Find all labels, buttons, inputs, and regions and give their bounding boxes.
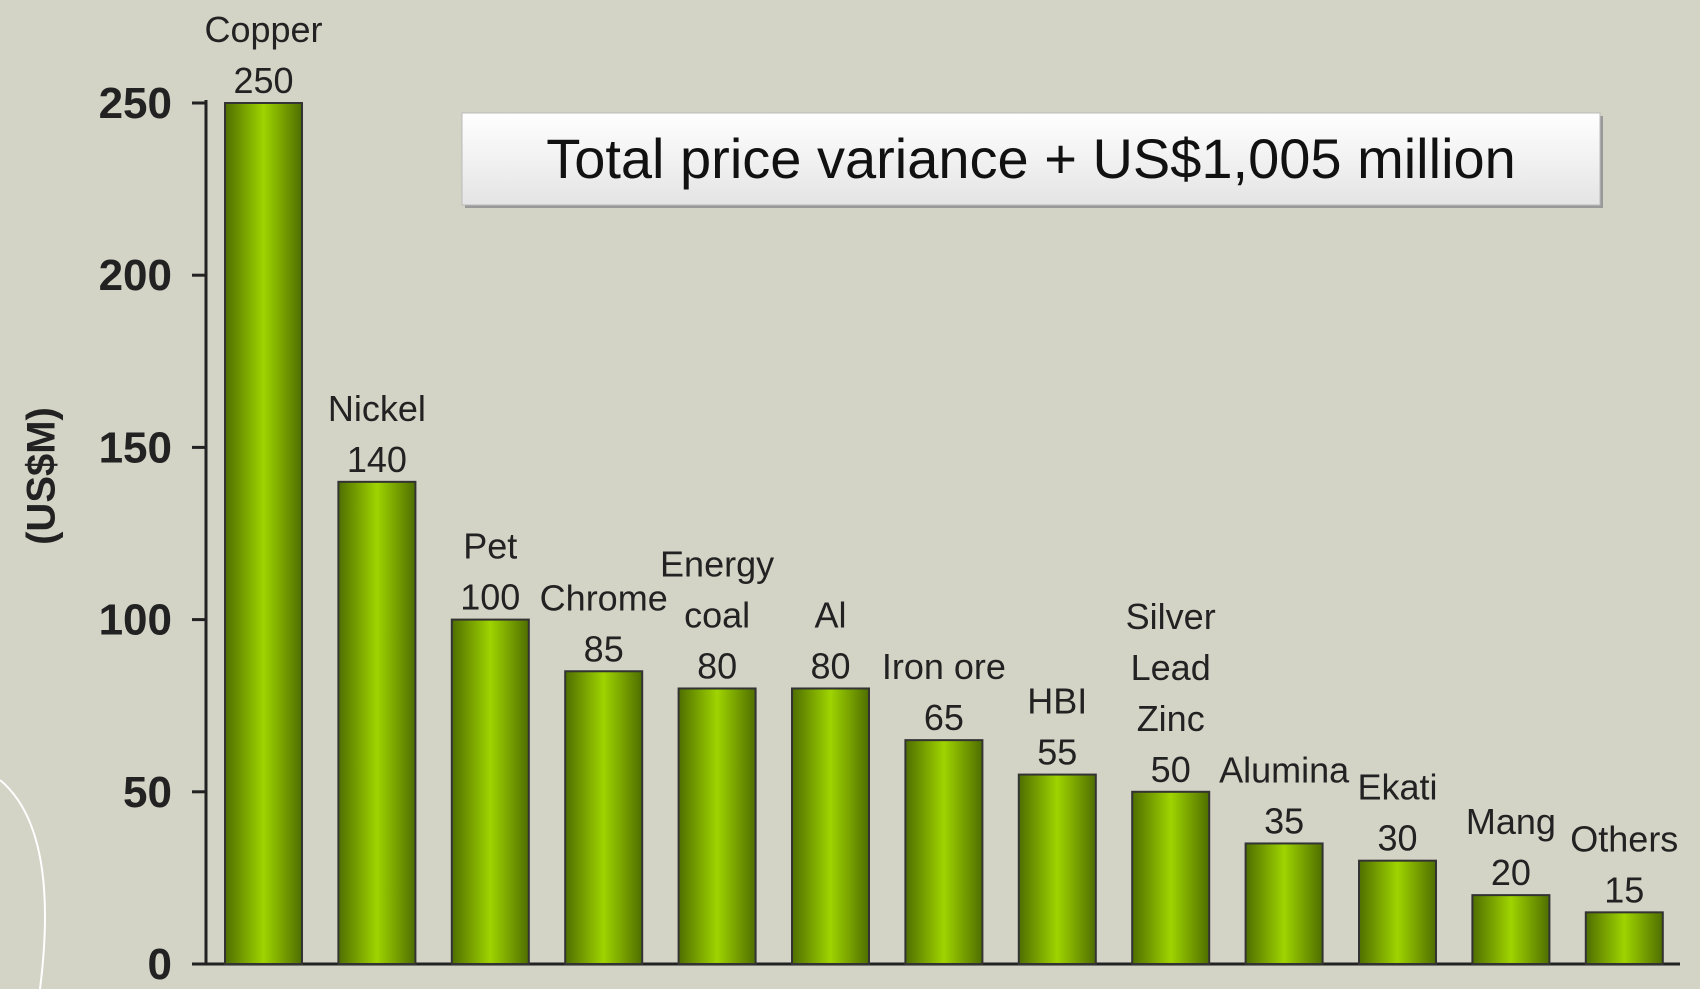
category-label: Pet — [463, 526, 517, 567]
category-label: Al — [814, 594, 846, 635]
y-tick-label: 200 — [99, 251, 172, 300]
category-label: Others — [1570, 818, 1678, 859]
bar — [1358, 859, 1437, 965]
value-label: 100 — [460, 577, 520, 618]
bar — [337, 480, 417, 965]
y-tick-label: 0 — [148, 940, 172, 989]
category-label: Copper — [204, 9, 322, 50]
value-label: 80 — [810, 645, 850, 686]
value-label: 65 — [924, 697, 964, 738]
value-label: 140 — [347, 439, 407, 480]
category-label: Chrome — [540, 577, 668, 618]
y-tick-label: 150 — [99, 423, 172, 472]
category-label: Mang — [1466, 801, 1556, 842]
bar — [904, 739, 984, 966]
value-label: 50 — [1151, 749, 1191, 790]
bar — [224, 102, 303, 965]
category-label: Nickel — [328, 388, 426, 429]
bar — [1017, 773, 1097, 966]
bar — [1471, 894, 1551, 965]
value-label: 30 — [1377, 818, 1417, 859]
category-label: Iron ore — [882, 646, 1006, 687]
bar — [1584, 911, 1664, 966]
y-tick-label: 250 — [99, 79, 172, 128]
bar — [564, 670, 644, 965]
value-label: 20 — [1491, 852, 1531, 893]
category-label: Alumina — [1219, 749, 1350, 790]
bar — [677, 687, 757, 965]
value-label: 80 — [697, 645, 737, 686]
category-label: Energy coal — [660, 543, 774, 635]
decor-curve — [0, 779, 46, 989]
bar — [791, 687, 870, 965]
y-tick-label: 100 — [99, 596, 172, 645]
value-label: 15 — [1604, 869, 1644, 910]
annotation-box — [461, 112, 1601, 206]
value-label: 55 — [1037, 732, 1077, 773]
y-axis-label: (US$M) — [20, 407, 64, 545]
annotation: Total price variance + US$1,005 million — [546, 127, 1516, 190]
bar — [1244, 842, 1324, 966]
category-label: HBI — [1027, 681, 1087, 722]
value-label: 250 — [233, 60, 293, 101]
value-label: 35 — [1264, 800, 1304, 841]
category-label: Silver Lead Zinc — [1126, 596, 1216, 739]
bar — [450, 618, 530, 965]
value-label: 85 — [584, 628, 624, 669]
category-label: Ekati — [1357, 767, 1437, 808]
bar — [1131, 790, 1211, 965]
y-tick-label: 50 — [123, 768, 172, 817]
